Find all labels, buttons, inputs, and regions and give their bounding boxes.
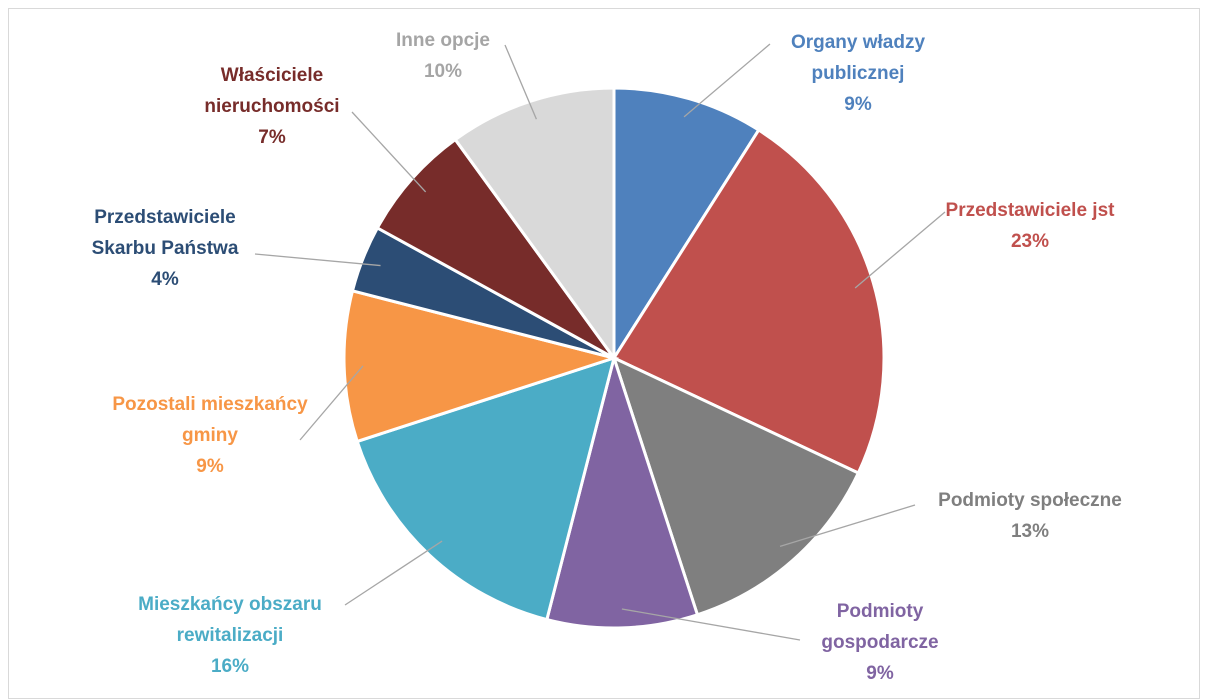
leader-line	[854, 211, 946, 289]
data-label: Pozostali mieszkańcy gminy 9%	[110, 389, 310, 482]
leader-line	[504, 44, 538, 120]
leader-line	[254, 253, 381, 267]
value-label: 4%	[151, 269, 179, 290]
category-label: Podmioty społeczne	[938, 490, 1122, 511]
pie-slice	[611, 355, 861, 617]
category-label: Organy władzy publicznej	[790, 32, 926, 84]
data-label: Przedstawiciele Skarbu Państwa 4%	[65, 202, 265, 295]
data-label: Przedstawiciele jst 23%	[946, 195, 1115, 257]
data-label: Podmioty społeczne 13%	[938, 485, 1122, 547]
category-label: Przedstawiciele jst	[945, 200, 1115, 221]
pie-slice	[342, 289, 620, 444]
pie-slice	[375, 137, 616, 360]
value-label: 13%	[1010, 521, 1050, 542]
category-label: Inne opcje	[396, 30, 490, 51]
value-label: 16%	[210, 656, 250, 677]
category-label: Podmioty gospodarcze	[821, 601, 939, 653]
pie-slice	[545, 352, 700, 630]
leader-line	[779, 504, 916, 547]
leader-line	[351, 111, 427, 193]
data-label: Organy władzy publicznej 9%	[768, 27, 948, 120]
data-label: Inne opcje 10%	[396, 25, 490, 87]
leader-line	[621, 608, 801, 641]
value-label: 23%	[1010, 231, 1050, 252]
pie-slice	[453, 86, 616, 363]
leader-line	[344, 540, 443, 606]
value-label: 9%	[196, 456, 224, 477]
pie-slice	[355, 355, 617, 622]
data-label: Właściciele nieruchomości 7%	[187, 60, 357, 153]
data-label: Mieszkańcy obszaru rewitalizacji 16%	[110, 589, 350, 682]
value-label: 9%	[844, 94, 872, 115]
value-label: 9%	[866, 663, 894, 684]
category-label: Mieszkańcy obszaru rewitalizacji	[138, 594, 322, 646]
data-label: Podmioty gospodarcze 9%	[805, 596, 955, 689]
category-label: Pozostali mieszkańcy gminy	[112, 394, 308, 446]
category-label: Przedstawiciele Skarbu Państwa	[91, 207, 239, 259]
leader-line	[299, 365, 364, 441]
pie-slice	[611, 127, 886, 475]
value-label: 10%	[423, 61, 463, 82]
chart-border	[8, 8, 1200, 699]
leader-line	[683, 43, 771, 118]
pie-slice	[612, 86, 761, 364]
category-label: Właściciele nieruchomości	[204, 65, 340, 117]
value-label: 7%	[258, 127, 286, 148]
